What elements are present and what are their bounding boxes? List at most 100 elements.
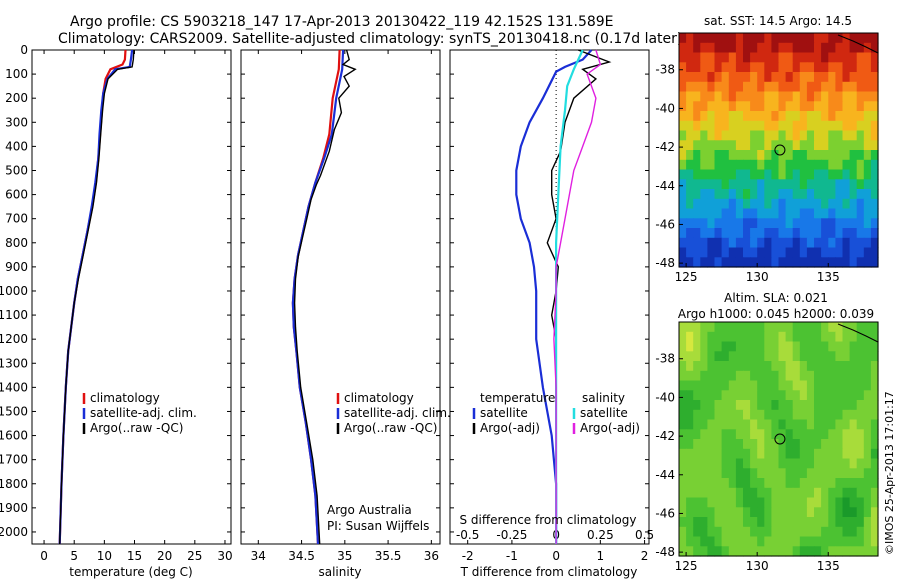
map-cell: [835, 120, 844, 132]
map-cell: [814, 52, 822, 63]
map-cell: [806, 439, 815, 450]
map-cell: [750, 380, 758, 391]
map-cell: [686, 228, 694, 239]
map-cell: [707, 448, 716, 460]
map-cell: [821, 91, 829, 102]
map-cell: [870, 169, 879, 180]
map-cell: [714, 169, 723, 180]
map-cell: [835, 409, 844, 421]
map-cell: [764, 228, 772, 239]
map-cell: [721, 72, 730, 83]
map-cell: [814, 536, 822, 547]
map-cell: [693, 351, 701, 362]
map-cell: [842, 42, 851, 54]
map-cell: [870, 497, 879, 508]
map-cell: [771, 361, 780, 372]
argo-position-marker: [774, 144, 786, 156]
map-cell: [743, 150, 751, 161]
map-cell: [856, 331, 865, 343]
map-cell: [870, 101, 879, 112]
map-cell: [806, 218, 815, 229]
map-cell: [821, 497, 829, 508]
map-cell: [806, 458, 815, 469]
map-cell: [686, 380, 694, 391]
map-cell: [835, 111, 844, 122]
map-cell: [700, 189, 708, 200]
map-cell: [750, 91, 758, 102]
map-cell: [870, 111, 879, 122]
map-cell: [835, 81, 844, 93]
map-cell: [870, 526, 879, 538]
map-cell: [679, 159, 687, 171]
map-cell: [735, 458, 744, 469]
map-cell: [764, 33, 772, 44]
map-cell: [842, 370, 851, 382]
map-cell: [799, 390, 808, 401]
map-y-tick-label: -42: [655, 429, 675, 443]
map-cell: [835, 208, 844, 219]
map-cell: [842, 62, 851, 73]
map-cell: [764, 198, 772, 210]
map-cell: [735, 546, 744, 557]
map-cell: [764, 169, 772, 180]
map-cell: [764, 458, 772, 469]
map-cell: [728, 390, 737, 401]
map-cell: [849, 526, 858, 538]
legend-label: Argo(-adj): [480, 421, 540, 435]
map-cell: [785, 546, 794, 557]
map-cell: [686, 361, 694, 372]
map-cell: [799, 448, 808, 460]
map-cell: [757, 101, 765, 112]
map-cell: [743, 81, 751, 93]
map-cell: [806, 322, 815, 333]
series-line: [515, 49, 593, 544]
map-cell: [856, 526, 865, 538]
map-cell: [771, 228, 780, 239]
map-cell: [821, 111, 829, 122]
map-cell: [743, 429, 751, 440]
map-cell: [814, 380, 822, 391]
map-cell: [686, 331, 694, 343]
map-cell: [778, 507, 787, 518]
map-cell: [828, 169, 836, 180]
map-cell: [778, 257, 787, 268]
map-cell: [771, 33, 780, 44]
map-cell: [792, 429, 801, 440]
map-cell: [707, 400, 716, 411]
map-cell: [799, 150, 808, 161]
map-cell: [799, 179, 808, 190]
map-cell: [721, 439, 730, 450]
map-cell: [764, 448, 772, 460]
map-cell: [679, 91, 687, 102]
map-cell: [785, 101, 794, 112]
map-cell: [849, 120, 858, 132]
map-cell: [814, 91, 822, 102]
map-cell: [842, 208, 851, 219]
map-cell: [700, 42, 708, 54]
map-cell: [806, 448, 815, 460]
map-cell: [835, 169, 844, 180]
map-cell: [806, 400, 815, 411]
map-cell: [856, 228, 865, 239]
map-cell: [821, 546, 829, 557]
depth-tick-label: 800: [5, 236, 28, 250]
map-x-tick-label: 125: [675, 559, 698, 573]
map-cell: [728, 257, 737, 268]
map-cell: [771, 517, 780, 528]
map-cell: [764, 208, 772, 219]
map-cell: [728, 458, 737, 469]
map-cell: [828, 468, 836, 479]
map-cell: [799, 42, 808, 54]
map-cell: [863, 257, 872, 268]
map-cell: [842, 341, 851, 352]
map-cell: [700, 140, 708, 151]
map-cell: [828, 257, 836, 268]
map-cell: [806, 331, 815, 343]
map-cell: [814, 247, 822, 258]
map-cell: [792, 400, 801, 411]
map-cell: [863, 179, 872, 190]
map-cell: [714, 409, 723, 421]
map-cell: [856, 380, 865, 391]
map-cell: [721, 341, 730, 352]
map-cell: [814, 409, 822, 421]
